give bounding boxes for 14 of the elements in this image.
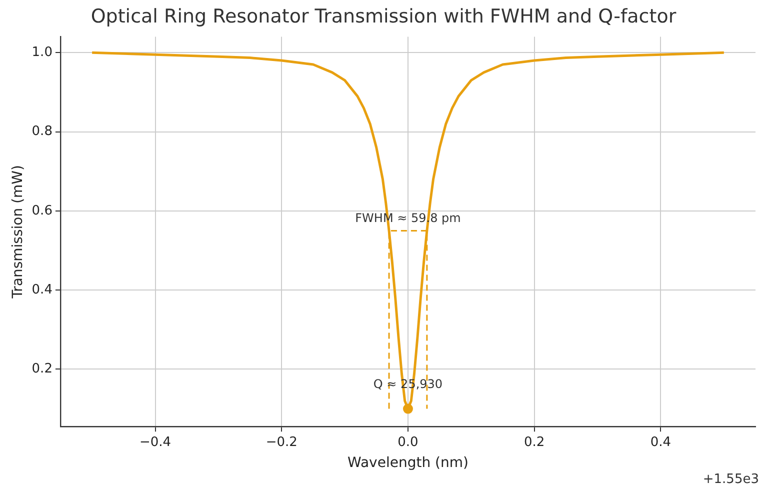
- x-tick-label: 0.2: [524, 434, 545, 450]
- y-axis-title: Transmission (mW): [10, 165, 26, 300]
- x-tick-label: −0.4: [139, 434, 172, 450]
- x-tick-label: 0.0: [398, 434, 418, 450]
- y-tick-label: 0.2: [32, 362, 52, 377]
- y-tick-label: 0.8: [32, 124, 52, 140]
- y-tick-label: 1.0: [32, 45, 52, 60]
- chart-title: Optical Ring Resonator Transmission with FWHM and Q-factor: [90, 5, 676, 28]
- x-tick-label: 0.4: [650, 434, 672, 450]
- x-axis-title: Wavelength (nm): [348, 455, 468, 472]
- y-tick-label: 0.4: [32, 282, 52, 298]
- x-tick-label: −0.2: [266, 434, 298, 450]
- text: +1.55e3: [702, 472, 759, 487]
- y-tick-label: 0.6: [32, 203, 52, 218]
